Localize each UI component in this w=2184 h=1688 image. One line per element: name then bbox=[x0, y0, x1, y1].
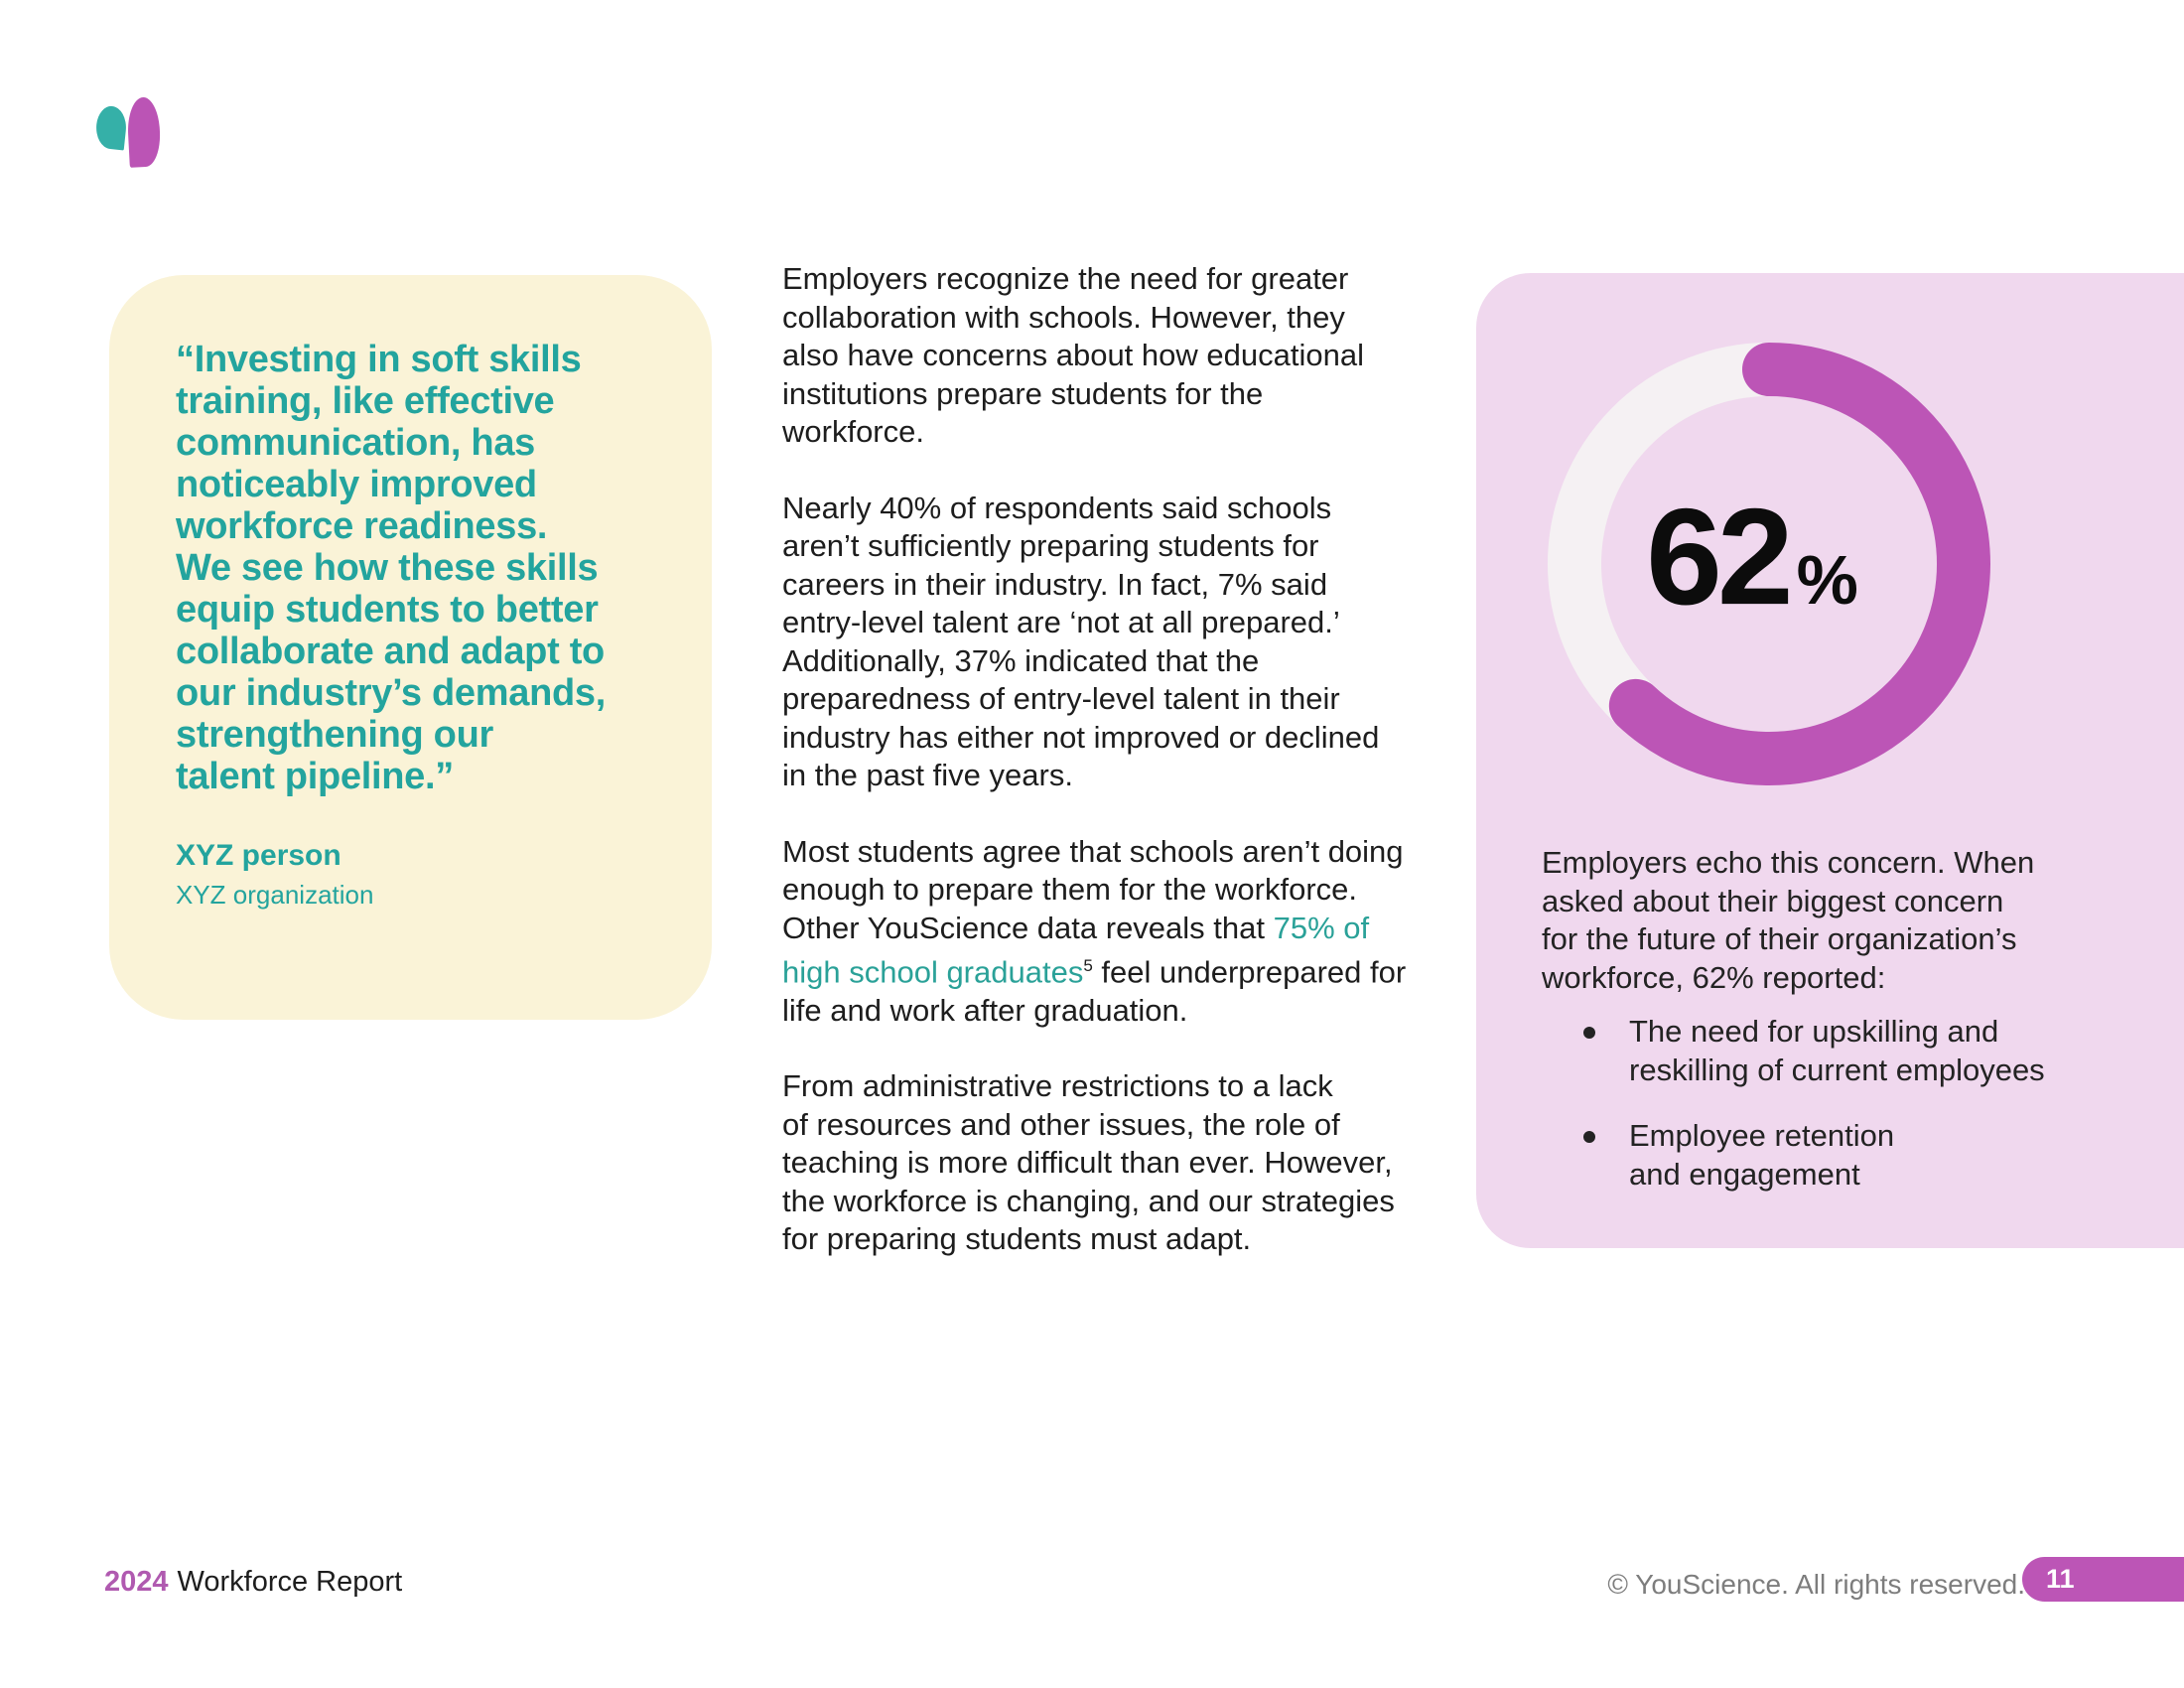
footer-report-title: 2024 Workforce Report bbox=[104, 1566, 402, 1599]
logo-right-petal-icon bbox=[126, 96, 162, 168]
link-75-percent-high-school-graduates[interactable]: 75% of high school graduates bbox=[782, 910, 1370, 990]
bullet-dot-icon bbox=[1583, 1027, 1595, 1039]
youscience-logo bbox=[93, 96, 162, 173]
footer-title-text: Workforce Report bbox=[177, 1566, 403, 1598]
stat-value: 62 bbox=[1646, 481, 1793, 634]
paragraph-preparedness: Nearly 40% of respondents said schools a… bbox=[782, 490, 1380, 793]
quote-attribution-name: XYZ person bbox=[176, 839, 341, 872]
logo-left-petal-icon bbox=[93, 104, 129, 151]
page-number-pill: 11 bbox=[2022, 1557, 2184, 1602]
page-number: 11 bbox=[2046, 1564, 2075, 1594]
paragraph-students-text: Most students agree that schools aren’t … bbox=[782, 833, 1404, 945]
body-column: Employers recognize the need for greater… bbox=[782, 260, 1410, 1297]
footer-year: 2024 bbox=[104, 1566, 169, 1598]
bullet-retention: Employee retention and engagement bbox=[1542, 1117, 2078, 1194]
stat-value-label: 62% bbox=[1546, 479, 1959, 636]
stat-card: 62% Employers echo this concern. When as… bbox=[1476, 273, 2184, 1248]
paragraph-collaboration: Employers recognize the need for greater… bbox=[782, 261, 1364, 449]
paragraph-teaching: From administrative restrictions to a la… bbox=[782, 1068, 1395, 1257]
quote-text: “Investing in soft skills training, like… bbox=[176, 339, 606, 797]
stat-description: Employers echo this concern. When asked … bbox=[1542, 845, 2035, 995]
bullet-dot-icon bbox=[1583, 1131, 1595, 1143]
donut-arc bbox=[1548, 343, 1990, 785]
paragraph-students: Most students agree that schools aren’t … bbox=[782, 833, 1410, 1031]
paragraph-students-text-after: feel underprepared for life and work aft… bbox=[782, 954, 1407, 1028]
quote-attribution-org: XYZ organization bbox=[176, 880, 374, 910]
bullet-upskilling: The need for upskilling and reskilling o… bbox=[1542, 1013, 2078, 1089]
bullet-upskilling-text: The need for upskilling and reskilling o… bbox=[1629, 1014, 2045, 1087]
stat-unit: % bbox=[1796, 541, 1858, 620]
footnote-marker: 5 bbox=[1083, 956, 1093, 975]
donut-svg bbox=[1548, 343, 1990, 785]
footer-copyright: © YouScience. All rights reserved. bbox=[1607, 1569, 2025, 1600]
stat-bullet-list: The need for upskilling and reskilling o… bbox=[1542, 1013, 2078, 1221]
bullet-retention-text: Employee retention and engagement bbox=[1629, 1118, 1895, 1192]
donut-chart: 62% bbox=[1546, 341, 1992, 787]
quote-card: “Investing in soft skills training, like… bbox=[109, 275, 712, 1020]
